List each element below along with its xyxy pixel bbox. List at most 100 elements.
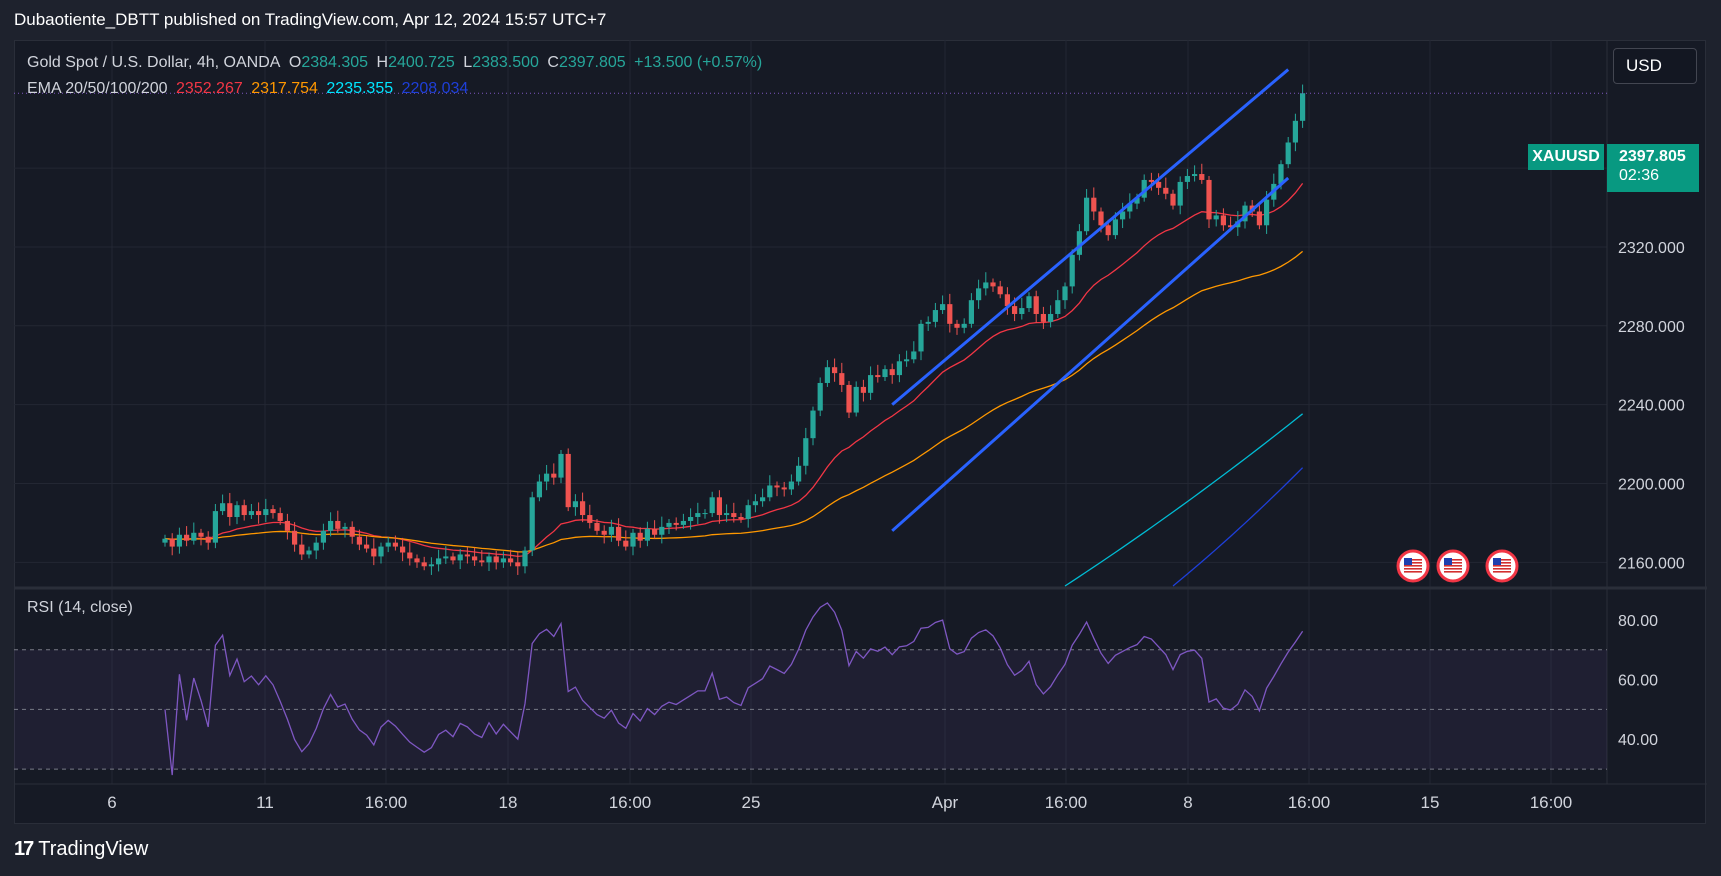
rsi-tick-label: 80.00 (1618, 613, 1658, 630)
candle-body (947, 304, 953, 324)
time-tick-label: 16:00 (365, 793, 408, 812)
time-tick-label: 6 (107, 793, 116, 812)
candle-body (1213, 215, 1219, 220)
candle-body (299, 544, 305, 555)
candle-body (515, 562, 521, 567)
candle-body (673, 522, 679, 525)
candle-body (983, 282, 989, 289)
candle-body (1285, 142, 1291, 165)
candle-body (1199, 174, 1205, 180)
candle-body (1177, 181, 1183, 206)
ema100-line (1064, 413, 1304, 587)
low-label: L (463, 54, 473, 71)
candle-body (608, 526, 614, 535)
candle-body (817, 382, 823, 411)
candle-body (1141, 179, 1147, 198)
channel-line-upper (891, 68, 1290, 406)
tradingview-logo[interactable]: 17 TradingView (14, 838, 148, 861)
candle-body (234, 505, 240, 518)
us-flag-event-icon[interactable] (1396, 549, 1430, 583)
ema20-value: 2352.267 (176, 80, 243, 97)
candle-body (594, 522, 600, 531)
bar-countdown: 02:36 (1619, 167, 1660, 184)
candle-body (1292, 120, 1298, 143)
candle-body (911, 351, 917, 360)
candle-body (544, 473, 550, 482)
candle-body (904, 359, 910, 362)
candle-body (572, 501, 578, 508)
candle-body (1105, 225, 1111, 236)
candle-body (551, 473, 557, 478)
candle-body (349, 526, 355, 537)
time-tick-label: 16:00 (1530, 793, 1573, 812)
candle-body (371, 548, 377, 557)
ema200-line (1172, 467, 1304, 587)
candle-body (486, 556, 492, 563)
time-tick-label: 18 (499, 793, 518, 812)
candle-body (436, 558, 442, 565)
flag-stripe (1404, 562, 1422, 564)
candle-body (364, 544, 370, 549)
candle-body (191, 532, 197, 541)
open-label: O (288, 54, 302, 71)
symbol-legend: Gold Spot / U.S. Dollar, 4h, OANDA O2384… (27, 54, 766, 72)
price-tick-label: 2240.000 (1618, 398, 1685, 415)
candle-body (745, 505, 751, 519)
candle-body (767, 485, 773, 498)
candle-body (695, 513, 701, 518)
last-price: 2397.805 (1619, 148, 1686, 165)
flag-stripe (1404, 559, 1422, 561)
candle-body (716, 497, 722, 516)
candle-body (176, 534, 182, 547)
flag-stripe (1444, 562, 1462, 564)
candle-body (997, 286, 1003, 295)
candle-body (220, 503, 226, 512)
time-tick-label: 25 (742, 793, 761, 812)
price-tick-label: 2160.000 (1618, 555, 1685, 572)
candle-body (976, 288, 982, 301)
candle-body (839, 373, 845, 385)
currency-button[interactable]: USD (1613, 48, 1697, 84)
publisher-line: Dubaotiente_DBTT published on TradingVie… (14, 10, 607, 29)
candle-body (666, 522, 672, 527)
candle-body (443, 556, 449, 559)
candle-body (940, 304, 946, 311)
open-value: 2384.305 (301, 54, 369, 71)
candle-body (212, 511, 218, 543)
us-flag-event-icon[interactable] (1485, 549, 1519, 583)
high-label: H (376, 54, 389, 71)
flag-stripe (1444, 571, 1462, 573)
candle-body (601, 530, 607, 535)
chart-panel[interactable] (14, 40, 1706, 824)
candle-body (868, 375, 874, 393)
candle-body (493, 556, 499, 563)
candle-body (875, 375, 881, 378)
candle-body (241, 505, 247, 516)
time-tick-label: 16:00 (609, 793, 652, 812)
flag-stripe (1444, 559, 1462, 561)
candle-body (536, 481, 542, 498)
flag-stripe (1493, 571, 1511, 573)
price-tick-label: 2280.000 (1618, 319, 1685, 336)
candle-body (1300, 93, 1306, 121)
candle-body (774, 485, 780, 488)
candle-body (702, 513, 708, 515)
candle-body (832, 367, 838, 374)
candle-body (1012, 306, 1018, 314)
time-tick-label: 8 (1183, 793, 1192, 812)
last-price-tag: 2397.805 02:36 (1607, 144, 1699, 192)
candle-body (508, 558, 514, 563)
candle-body (565, 453, 571, 508)
price-tick-label: 2200.000 (1618, 477, 1685, 494)
candle-body (400, 546, 406, 553)
candle-body (846, 384, 852, 413)
candle-body (320, 530, 326, 543)
symbol-title: Gold Spot / U.S. Dollar, 4h, OANDA (27, 54, 281, 71)
candle-body (198, 532, 204, 537)
candle-body (659, 526, 665, 535)
candle-body (421, 562, 427, 567)
us-flag-event-icon[interactable] (1436, 549, 1470, 583)
candle-body (464, 554, 470, 557)
candle-body (1220, 215, 1226, 226)
